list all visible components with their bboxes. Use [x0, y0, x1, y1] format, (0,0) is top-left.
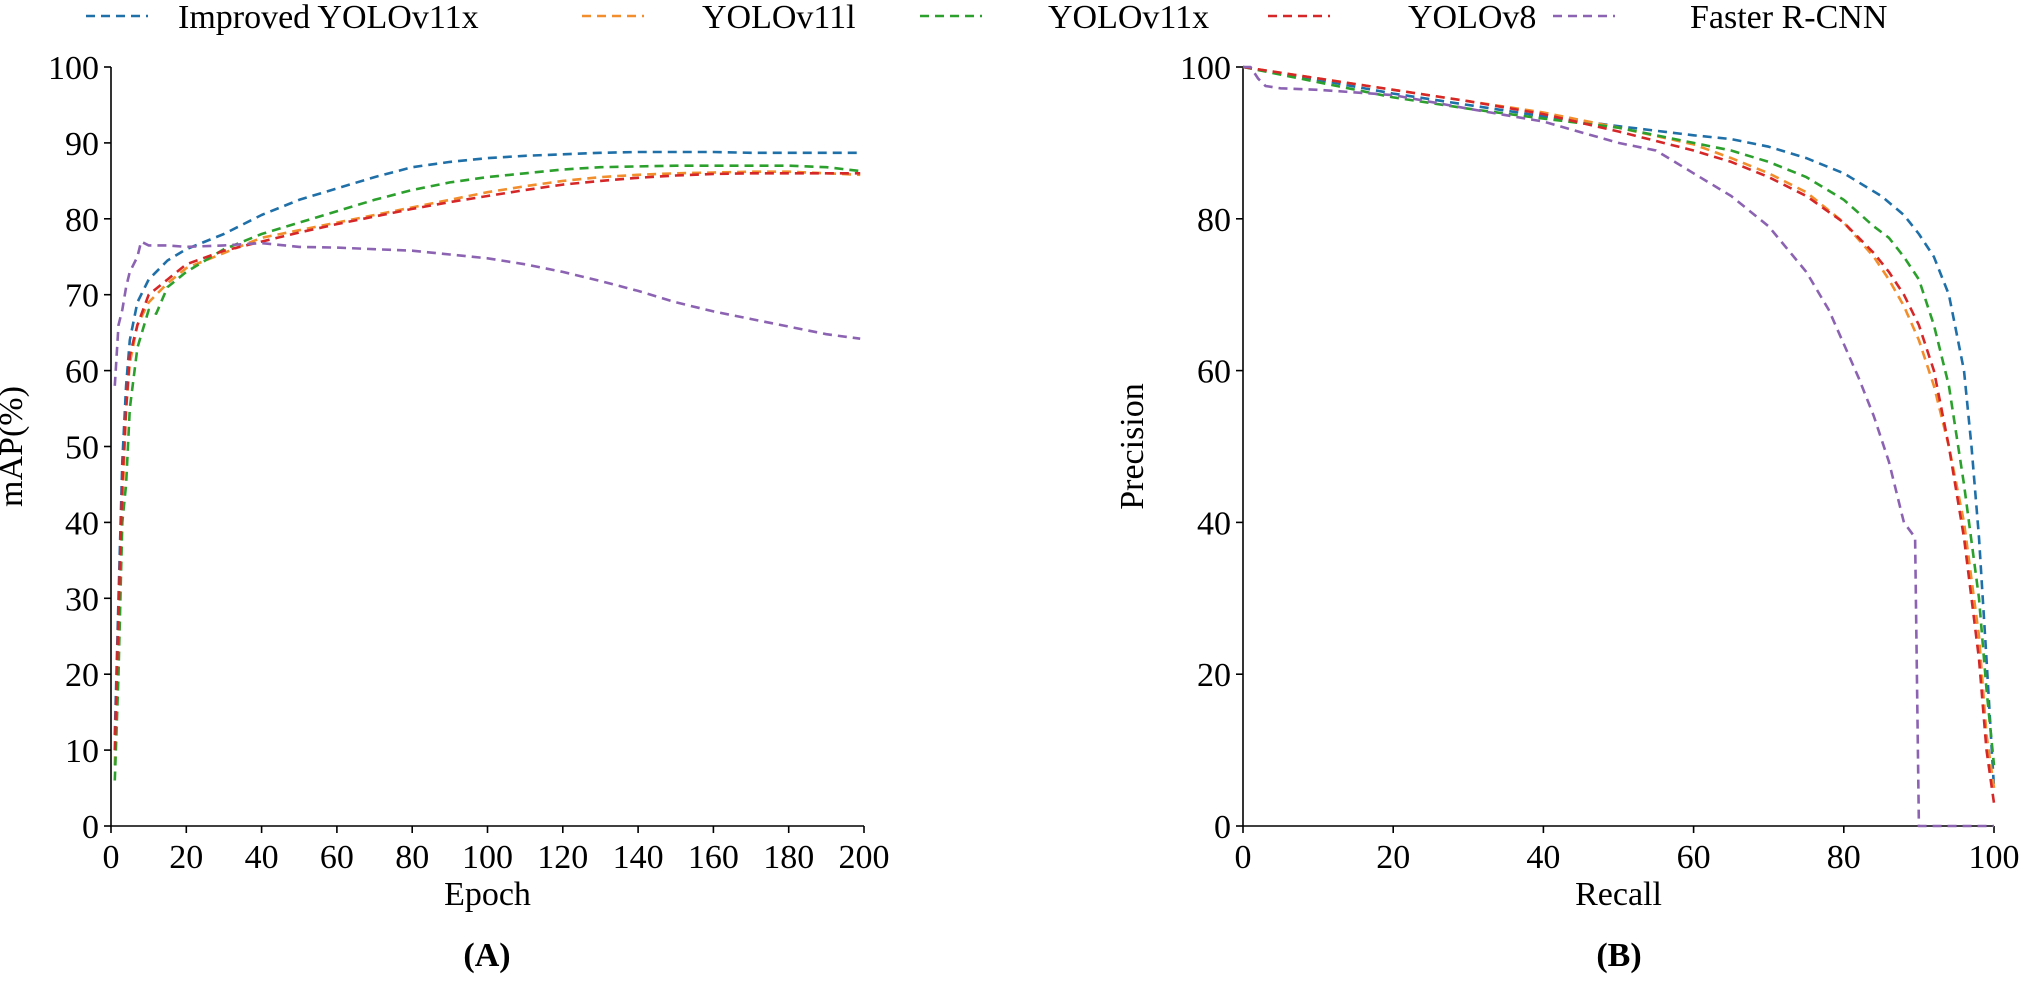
panel-b-x-tick-label: 20: [1376, 839, 1410, 876]
panel-b-y-tick-label: 40: [1197, 505, 1231, 542]
legend-item-yolov11x: YOLOv11x: [920, 0, 1209, 36]
panel-b-y-tick-label: 80: [1197, 202, 1231, 239]
panel-b-y-tick-label: 20: [1197, 657, 1231, 694]
panel-b-x-tick-label: 40: [1526, 839, 1560, 876]
panel-a-y-tick-label: 60: [65, 354, 99, 391]
panel-b-label: (B): [1596, 937, 1641, 974]
panel-b-x-tick-label: 80: [1827, 839, 1861, 876]
panel-a-y-tick-label: 50: [65, 430, 99, 467]
panel-b-series-yolov11l: [1242, 65, 1996, 789]
panel-a-y-tick-label: 70: [65, 278, 99, 315]
panel-b-series-faster-r-cnn: [1243, 65, 1994, 828]
panel-a-x-tick-label: 160: [688, 839, 739, 876]
panel-a-x-tick-label: 20: [169, 839, 203, 876]
panel-a-map-vs-epoch: 0 20 40 60 80 100 120 140 160 180 200 0 10 20 30 40 50 60…: [0, 50, 890, 974]
panel-a-y-axis-title: mAP(%): [0, 386, 30, 507]
panel-b-y-tick-label: 100: [1180, 50, 1231, 87]
panel-b-precision-recall: 0 20 40 60 80 100 0 20 40 60 80 100 Recall Precision (…: [1114, 50, 2020, 974]
panel-a-series-improved-yolov11x: [113, 150, 861, 735]
legend: Improved YOLOv11x YOLOv11l YOLOv11x YOLOv8 F…: [86, 0, 1887, 36]
panel-a-y-tick-label: 30: [65, 581, 99, 618]
panel-a-y-tick-label: 20: [65, 657, 99, 694]
panel-b-x-tick-label: 100: [1969, 839, 2020, 876]
legend-item-yolov8: YOLOv8: [1268, 0, 1536, 36]
legend-item-improved-yolov11x: Improved YOLOv11x: [86, 0, 479, 36]
panel-b-x-tick-label: 60: [1677, 839, 1711, 876]
panel-a-series-yolov8: [113, 172, 861, 751]
legend-label-improved-yolov11x: Improved YOLOv11x: [178, 0, 479, 36]
legend-item-faster-r-cnn: Faster R-CNN: [1553, 0, 1887, 36]
panel-a-y-tick-label: 0: [82, 809, 99, 846]
panel-a-x-tick-label: 100: [462, 839, 513, 876]
panel-b-x-axis-title: Recall: [1575, 876, 1662, 913]
panel-a-series-yolov11l: [113, 170, 861, 766]
legend-label-faster-r-cnn: Faster R-CNN: [1690, 0, 1887, 36]
panel-a-x-tick-label: 0: [103, 839, 120, 876]
panel-a-x-tick-label: 40: [245, 839, 279, 876]
panel-a-x-axis-title: Epoch: [444, 876, 531, 913]
panel-b-y-tick-label: 60: [1197, 354, 1231, 391]
panel-a-x-tick-label: 120: [537, 839, 588, 876]
panel-b-y-tick-label: 0: [1214, 809, 1231, 846]
panel-a-y-tick-label: 40: [65, 505, 99, 542]
legend-item-yolov11l: YOLOv11l: [582, 0, 856, 36]
panel-a-y-tick-label: 90: [65, 126, 99, 163]
panel-a-x-tick-label: 80: [395, 839, 429, 876]
panel-a-y-tick-label: 100: [48, 50, 99, 87]
panel-a-x-tick-label: 140: [613, 839, 664, 876]
panel-b-series-improved-yolov11x: [1242, 65, 1996, 789]
panel-a-x-tick-label: 180: [763, 839, 814, 876]
panel-a-x-tick-label: 60: [320, 839, 354, 876]
panel-a-series-faster-r-cnn: [113, 240, 861, 386]
panel-b-x-tick-label: 0: [1235, 839, 1252, 876]
panel-a-label: (A): [463, 937, 510, 974]
legend-label-yolov11x: YOLOv11x: [1048, 0, 1209, 36]
legend-label-yolov11l: YOLOv11l: [702, 0, 856, 36]
panel-b-y-axis-title: Precision: [1114, 383, 1151, 510]
panel-b-series-yolov11x: [1242, 65, 1996, 766]
panel-a-y-tick-label: 10: [65, 733, 99, 770]
legend-label-yolov8: YOLOv8: [1408, 0, 1536, 36]
panel-a-y-tick-label: 80: [65, 202, 99, 239]
panel-a-x-tick-label: 200: [839, 839, 890, 876]
